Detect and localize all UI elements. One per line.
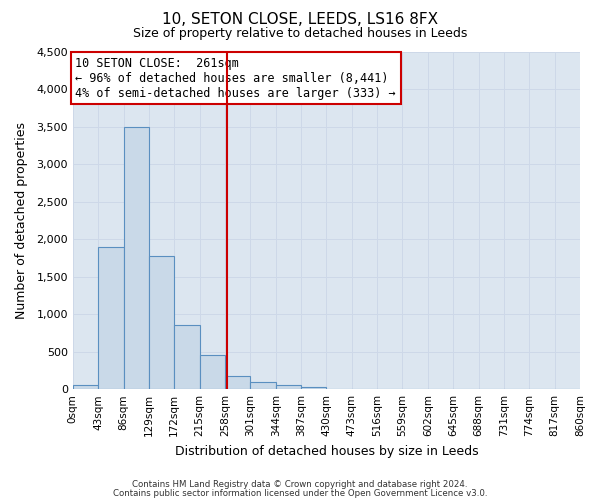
- Text: Contains HM Land Registry data © Crown copyright and database right 2024.: Contains HM Land Registry data © Crown c…: [132, 480, 468, 489]
- Bar: [301, 386, 326, 389]
- Bar: [275, 384, 301, 389]
- Text: Contains public sector information licensed under the Open Government Licence v3: Contains public sector information licen…: [113, 490, 487, 498]
- Bar: [98, 246, 124, 389]
- Bar: [124, 126, 149, 389]
- Y-axis label: Number of detached properties: Number of detached properties: [15, 122, 28, 319]
- Text: 10 SETON CLOSE:  261sqm
← 96% of detached houses are smaller (8,441)
4% of semi-: 10 SETON CLOSE: 261sqm ← 96% of detached…: [76, 56, 396, 100]
- X-axis label: Distribution of detached houses by size in Leeds: Distribution of detached houses by size …: [175, 444, 478, 458]
- Bar: [200, 354, 225, 389]
- Text: Size of property relative to detached houses in Leeds: Size of property relative to detached ho…: [133, 28, 467, 40]
- Bar: [250, 382, 275, 389]
- Bar: [73, 386, 98, 389]
- Bar: [149, 256, 174, 389]
- Bar: [174, 326, 200, 389]
- Bar: [225, 376, 250, 389]
- Text: 10, SETON CLOSE, LEEDS, LS16 8FX: 10, SETON CLOSE, LEEDS, LS16 8FX: [162, 12, 438, 28]
